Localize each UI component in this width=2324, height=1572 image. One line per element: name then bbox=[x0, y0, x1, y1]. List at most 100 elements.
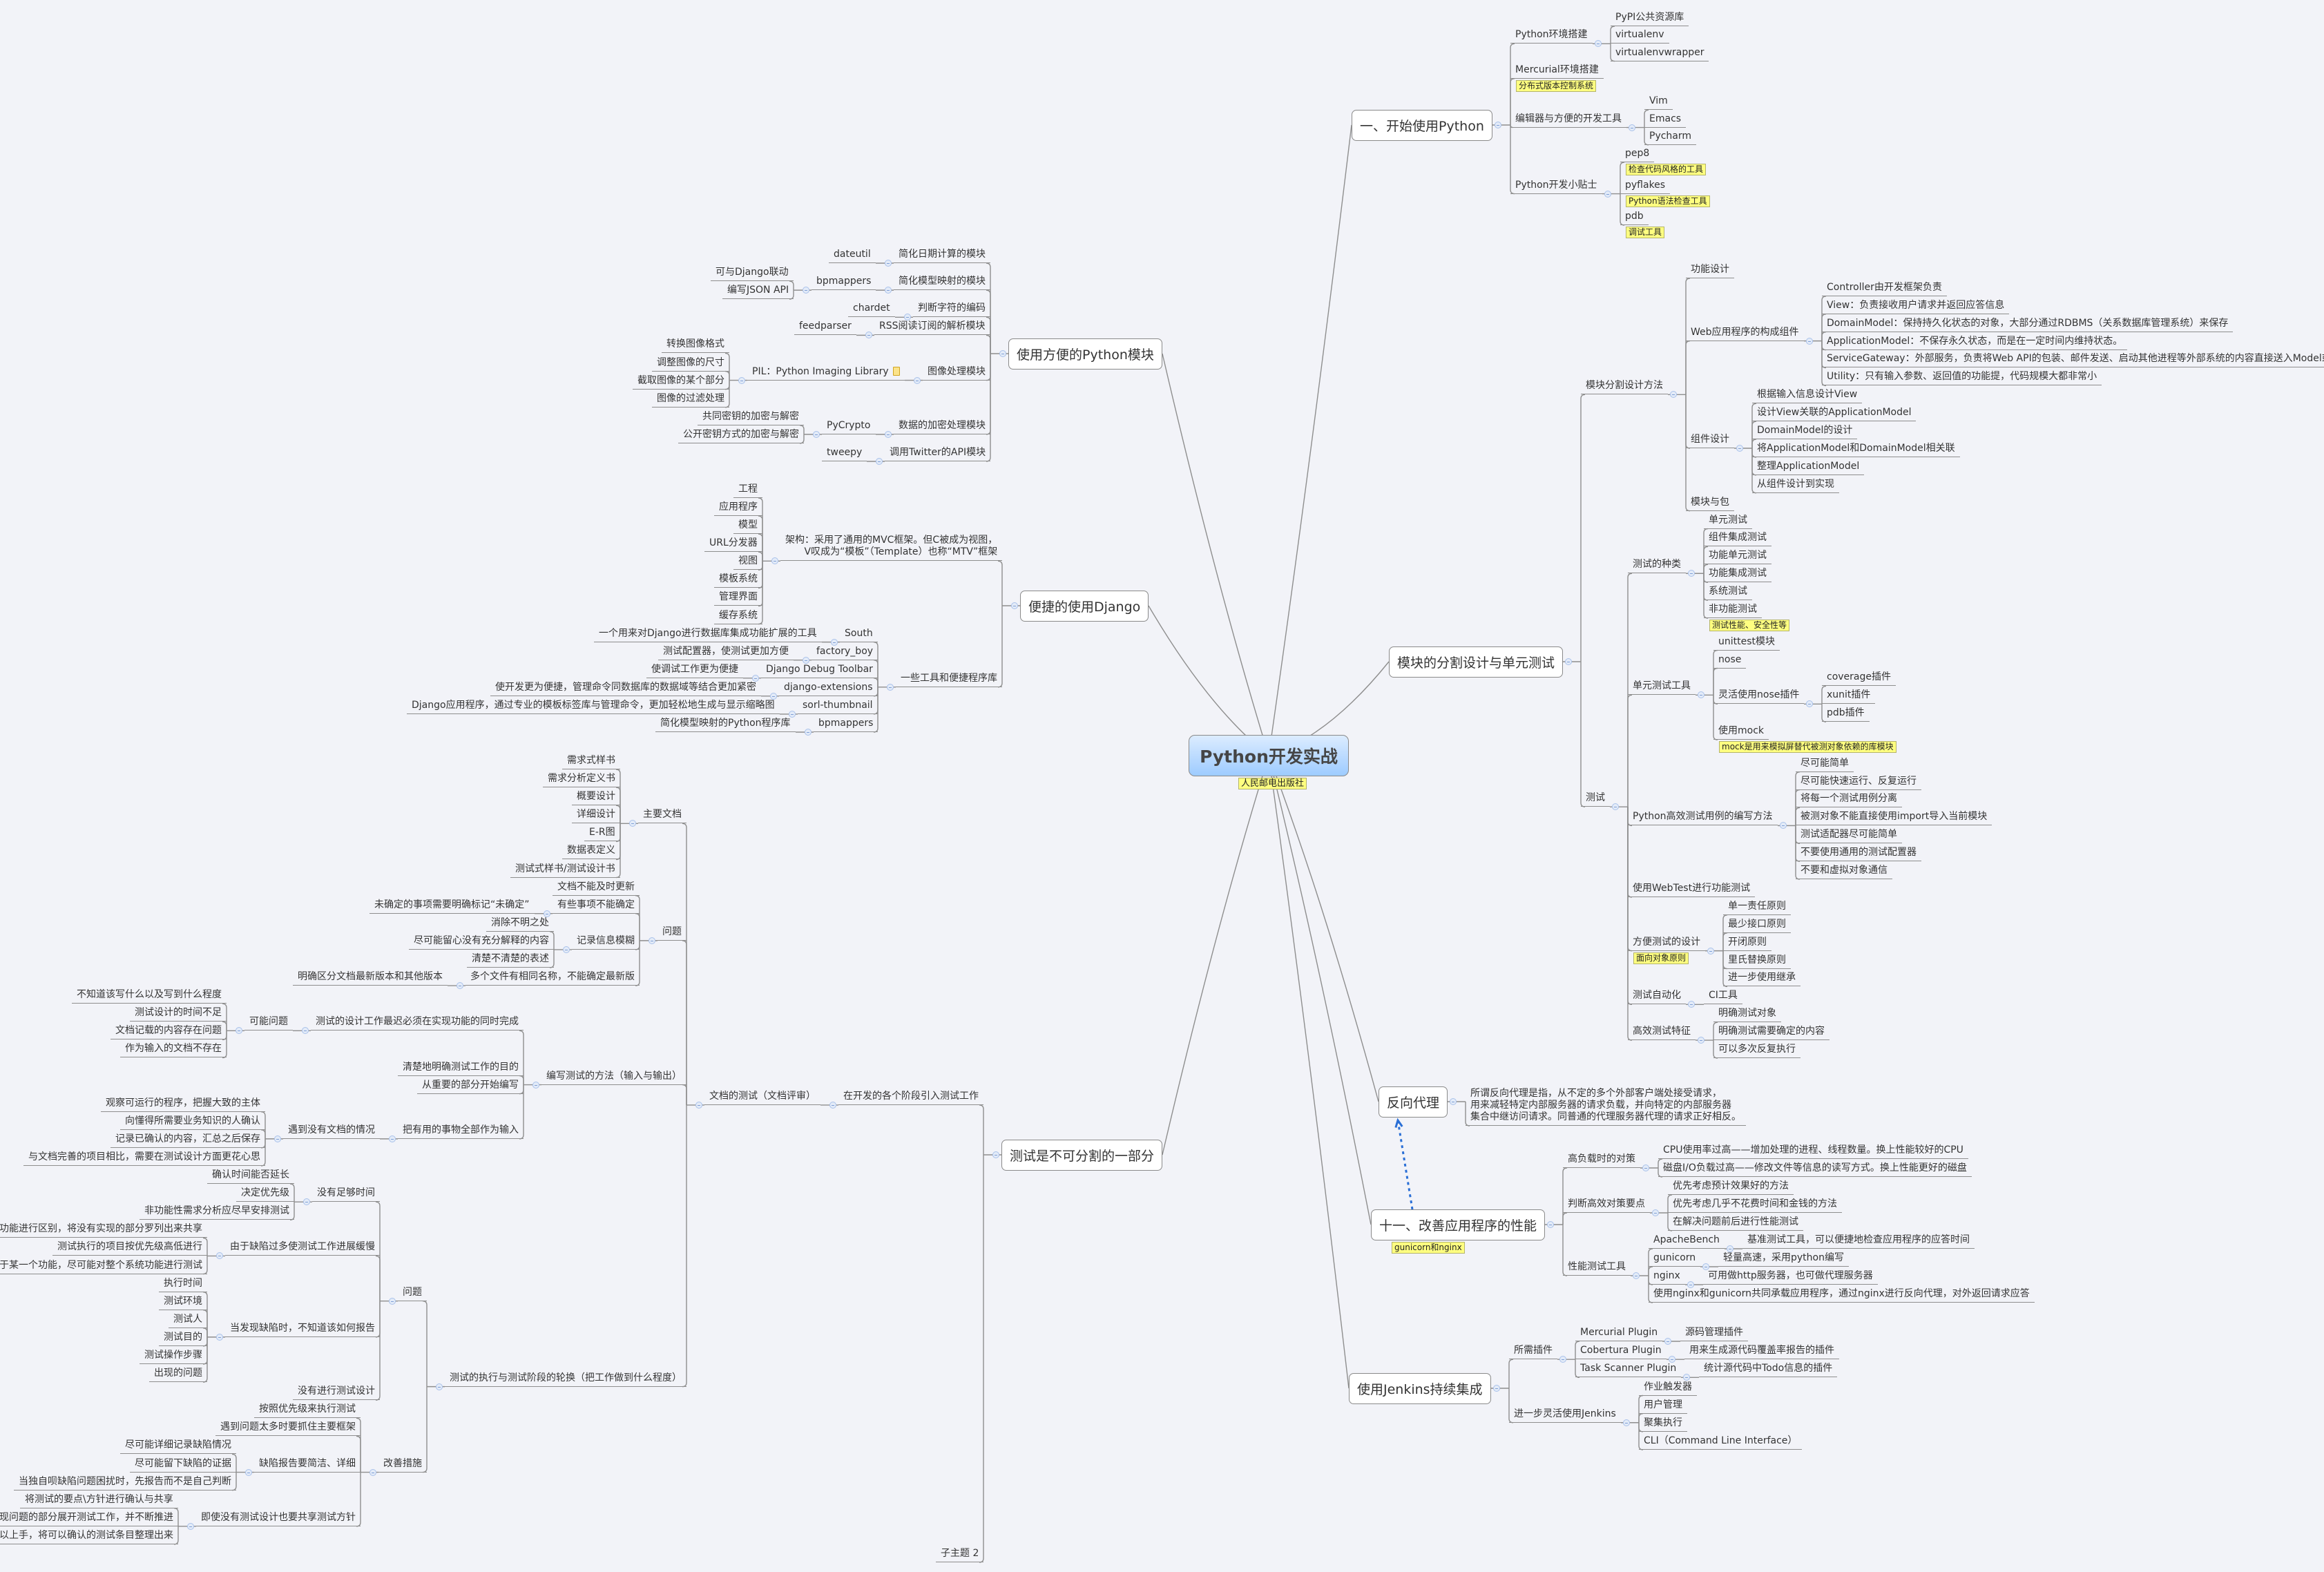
collapse-toggle[interactable] bbox=[771, 557, 778, 565]
topic-node[interactable]: 所需插件 bbox=[1509, 1343, 1557, 1360]
note-icon[interactable] bbox=[892, 366, 900, 376]
collapse-toggle[interactable] bbox=[1612, 803, 1619, 811]
topic-node[interactable]: 根据输入信息设计View bbox=[1752, 387, 1863, 404]
topic-node[interactable]: feedparser bbox=[794, 319, 856, 336]
topic-node[interactable]: PIL：Python Imaging Library bbox=[747, 365, 905, 381]
topic-node[interactable]: Python开发小贴士 bbox=[1510, 178, 1602, 194]
topic-node[interactable]: 功能设计 bbox=[1686, 262, 1734, 278]
topic-node[interactable]: Django应用程序，通过专业的模板标签库与管理命令，更加轻松地生成与显示缩略图 bbox=[407, 698, 780, 714]
topic-node[interactable]: django-extensions bbox=[779, 680, 878, 696]
collapse-toggle[interactable] bbox=[829, 1101, 836, 1109]
collapse-toggle[interactable] bbox=[992, 1151, 999, 1158]
main-topic[interactable]: 一、开始使用Python bbox=[1352, 109, 1492, 141]
topic-node[interactable]: 不要使用通用的测试配置器 bbox=[1796, 845, 1921, 862]
topic-node[interactable]: PyPI公共资源库 bbox=[1611, 10, 1689, 26]
topic-node[interactable]: dateutil bbox=[829, 247, 876, 263]
collapse-toggle[interactable] bbox=[1495, 122, 1501, 128]
collapse-toggle[interactable] bbox=[1669, 1356, 1675, 1363]
topic-node[interactable]: 在开发的各个阶段引入测试工作 bbox=[838, 1089, 983, 1105]
topic-node[interactable]: 简化模型映射的模块 bbox=[894, 274, 990, 291]
topic-node[interactable]: 测试自动化 bbox=[1628, 988, 1686, 1005]
topic-node[interactable]: 明确测试对象 bbox=[1713, 1006, 1781, 1023]
collapse-toggle[interactable] bbox=[1688, 1001, 1695, 1008]
collapse-toggle[interactable] bbox=[1707, 947, 1714, 955]
topic-node[interactable]: 不要和虚拟对象通信 bbox=[1796, 863, 1892, 880]
collapse-toggle[interactable] bbox=[1629, 124, 1635, 131]
topic-node[interactable]: 在解决问题前后进行性能测试 bbox=[1668, 1215, 1803, 1231]
topic-node[interactable]: 组件集成测试 bbox=[1704, 530, 1771, 547]
topic-node[interactable]: 使用nginx和gunicorn共同承载应用程序，通过nginx进行反向代理，对… bbox=[1649, 1287, 2035, 1303]
topic-node[interactable]: 测试设计的时间不足 bbox=[130, 1006, 227, 1022]
collapse-toggle[interactable] bbox=[216, 1333, 223, 1341]
topic-node[interactable]: 消除不明之处 bbox=[486, 916, 554, 932]
collapse-toggle[interactable] bbox=[563, 946, 570, 953]
topic-node[interactable]: 尽可能留心没有充分解释的内容 bbox=[409, 934, 554, 950]
topic-node[interactable]: Django Debug Toolbar bbox=[761, 662, 878, 678]
topic-node[interactable]: Cobertura Plugin bbox=[1575, 1343, 1667, 1360]
collapse-toggle[interactable] bbox=[1450, 1098, 1457, 1105]
topic-node[interactable]: 尽可能快速运行、反复运行 bbox=[1796, 774, 1921, 790]
topic-node[interactable]: 测试操作步骤 bbox=[140, 1348, 207, 1364]
topic-node[interactable]: CI工具 bbox=[1704, 988, 1742, 1005]
main-topic[interactable]: 模块的分割设计与单元测试 bbox=[1389, 646, 1564, 678]
topic-node[interactable]: 统计源代码中Todo信息的插件 bbox=[1699, 1361, 1838, 1378]
topic-node[interactable]: 判断高效对策要点 bbox=[1563, 1197, 1650, 1213]
collapse-toggle[interactable] bbox=[885, 430, 892, 438]
topic-node[interactable]: 调整图像的尺寸 bbox=[652, 356, 729, 372]
topic-node[interactable]: 视图 bbox=[733, 554, 762, 571]
topic-node[interactable]: 判断字符的编码 bbox=[913, 301, 990, 318]
collapse-toggle[interactable] bbox=[885, 260, 892, 267]
topic-node[interactable]: 测试适配器尽可能简单 bbox=[1796, 827, 1902, 844]
topic-node[interactable]: 测试式样书/测试设计书 bbox=[510, 862, 620, 878]
collapse-toggle[interactable] bbox=[187, 1522, 194, 1530]
topic-node[interactable]: 模块与包 bbox=[1686, 495, 1734, 511]
topic-node[interactable]: 里氏替换原则 bbox=[1723, 953, 1791, 969]
topic-node[interactable]: 将每一个测试用例分离 bbox=[1796, 792, 1902, 808]
topic-node[interactable]: 即使没有测试设计也要共享测试方针 bbox=[196, 1511, 361, 1526]
topic-node[interactable]: 一些工具和便捷程序库 bbox=[896, 671, 1002, 687]
collapse-toggle[interactable] bbox=[1702, 1263, 1709, 1270]
topic-node[interactable]: Pycharm bbox=[1644, 129, 1697, 145]
collapse-toggle[interactable] bbox=[389, 1297, 396, 1305]
topic-node[interactable]: 文档记载的内容存在问题 bbox=[111, 1024, 227, 1040]
topic-node[interactable]: Mercurial Plugin bbox=[1575, 1325, 1663, 1341]
collapse-toggle[interactable] bbox=[236, 1027, 242, 1035]
topic-node[interactable]: 可用做http服务器，也可做代理服务器 bbox=[1703, 1269, 1878, 1285]
topic-node[interactable]: virtualenvwrapper bbox=[1611, 46, 1709, 61]
topic-node[interactable]: 当发现缺陷时，不知道该如何报告 bbox=[225, 1321, 380, 1337]
topic-node[interactable]: gunicorn bbox=[1649, 1251, 1701, 1267]
topic-node[interactable]: 将ApplicationModel和DomainModel相关联 bbox=[1752, 441, 1960, 457]
collapse-toggle[interactable] bbox=[216, 1252, 223, 1260]
topic-node[interactable]: 不过于拘泥于某一个功能，尽可能对整个系统功能进行测试 bbox=[0, 1258, 207, 1274]
collapse-toggle[interactable] bbox=[274, 1135, 281, 1142]
topic-node[interactable]: factory_boy bbox=[812, 644, 878, 660]
topic-node[interactable]: 聚集执行 bbox=[1639, 1416, 1687, 1432]
collapse-toggle[interactable] bbox=[1687, 1281, 1694, 1288]
topic-node[interactable]: 尽可能详细记录缺陷情况 bbox=[120, 1438, 236, 1455]
topic-node[interactable]: South bbox=[840, 626, 878, 642]
topic-node[interactable]: Controller由开发框架负责 bbox=[1822, 280, 1947, 296]
topic-node[interactable]: 组件设计 bbox=[1686, 432, 1734, 448]
topic-node[interactable]: 清楚不清楚的表述 bbox=[467, 952, 554, 968]
topic-node[interactable]: 向懂得所需要业务知识的人确认 bbox=[120, 1114, 265, 1130]
topic-node[interactable]: 用来生成源代码覆盖率报告的插件 bbox=[1684, 1343, 1839, 1360]
topic-node[interactable]: Emacs bbox=[1644, 112, 1687, 128]
topic-node[interactable]: 功能单元测试 bbox=[1704, 548, 1771, 565]
topic-node[interactable]: DomainModel：保持持久化状态的对象，大部分通过RDBMS（关系数据库管… bbox=[1822, 316, 2234, 332]
collapse-toggle[interactable] bbox=[1652, 1209, 1659, 1216]
collapse-toggle[interactable] bbox=[1736, 444, 1743, 452]
topic-node[interactable]: 出现的问题 bbox=[149, 1366, 207, 1383]
topic-node[interactable]: 简化模型映射的Python程序库 bbox=[655, 716, 796, 732]
collapse-toggle[interactable] bbox=[831, 638, 838, 646]
topic-node[interactable]: 文档不能及时更新 bbox=[553, 880, 640, 896]
topic-node[interactable]: xunit插件 bbox=[1822, 688, 1876, 704]
topic-node[interactable]: 单一责任原则 bbox=[1723, 899, 1791, 915]
topic-node[interactable]: 测试配置器，使测试更加方便 bbox=[658, 644, 794, 660]
collapse-toggle[interactable] bbox=[1664, 1338, 1671, 1345]
topic-node[interactable]: 一个用来对Django进行数据库集成功能扩展的工具 bbox=[594, 626, 822, 642]
topic-node[interactable]: 有些事项不能确定 bbox=[553, 898, 640, 914]
topic-node[interactable]: 未确定的事项需要明确标记“未确定” bbox=[369, 898, 535, 914]
topic-node[interactable]: 不知道该写什么以及写到什么程度 bbox=[72, 988, 227, 1004]
topic-node[interactable]: 使用WebTest进行功能测试 bbox=[1628, 881, 1756, 897]
topic-node[interactable]: 数据的加密处理模块 bbox=[894, 419, 990, 434]
